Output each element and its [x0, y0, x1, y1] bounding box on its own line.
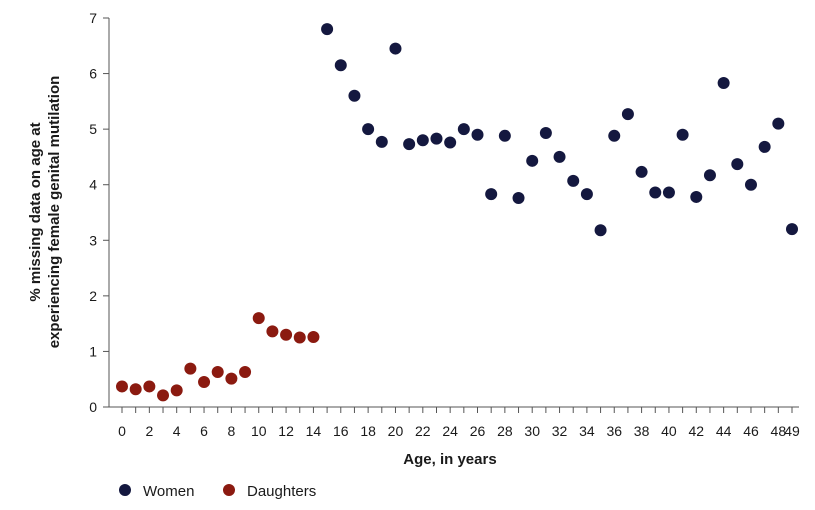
- women-point: [621, 108, 634, 121]
- women-point: [348, 89, 361, 102]
- women-point: [608, 129, 621, 142]
- women-point: [635, 165, 648, 178]
- x-tick-label: 46: [743, 423, 759, 439]
- women-point: [539, 127, 552, 140]
- daughters-point: [266, 325, 279, 338]
- daughters-point: [239, 365, 252, 378]
- y-axis-title: % missing data on age at experiencing fe…: [27, 76, 63, 349]
- women-point: [717, 77, 730, 90]
- daughters-point: [307, 330, 320, 343]
- y-axis-title-line-1: % missing data on age at: [27, 122, 44, 301]
- daughters-point: [170, 384, 183, 397]
- women-point: [375, 135, 388, 148]
- x-tick-label: 42: [688, 423, 704, 439]
- y-tick-label: 6: [89, 66, 97, 82]
- legend: Women Daughters: [119, 483, 316, 500]
- women-point: [526, 154, 539, 167]
- x-tick-label: 34: [579, 423, 595, 439]
- daughters-point: [198, 375, 211, 388]
- women-point: [580, 188, 593, 201]
- women-point: [594, 224, 607, 237]
- x-tick-label: 44: [716, 423, 732, 439]
- x-axis-ticks: 0 2 4 6 8 10 12 14 16 18 20 22 24 26 28 30 32 34 36 38 40 42 4…: [118, 407, 800, 439]
- daughters-point: [143, 380, 156, 393]
- women-point: [662, 186, 675, 199]
- y-tick-label: 2: [89, 288, 97, 304]
- x-tick-label: 26: [470, 423, 486, 439]
- y-tick-label: 5: [89, 121, 97, 137]
- x-tick-label: 22: [415, 423, 431, 439]
- daughters-point: [211, 365, 224, 378]
- x-tick-label: 48: [771, 423, 787, 439]
- x-tick-label: 40: [661, 423, 677, 439]
- x-tick-label: 0: [118, 423, 126, 439]
- x-tick-label: 24: [442, 423, 458, 439]
- daughters-point: [129, 383, 142, 396]
- x-tick-label: 16: [333, 423, 349, 439]
- legend-label-women: Women: [143, 483, 194, 500]
- women-point: [389, 42, 402, 55]
- women-point: [430, 132, 443, 145]
- legend-label-daughters: Daughters: [247, 483, 316, 500]
- women-point: [567, 174, 580, 187]
- x-tick-label: 36: [606, 423, 622, 439]
- legend-marker-daughters: [223, 484, 235, 496]
- x-tick-label: 30: [524, 423, 540, 439]
- x-tick-label: 10: [251, 423, 267, 439]
- daughters-point: [280, 328, 293, 341]
- data-points: [116, 23, 798, 402]
- y-tick-label: 4: [89, 177, 97, 193]
- x-tick-label: 14: [306, 423, 322, 439]
- x-tick-label: 28: [497, 423, 513, 439]
- daughters-point: [184, 362, 197, 375]
- women-point: [362, 123, 375, 136]
- women-point: [485, 188, 498, 201]
- women-point: [744, 178, 757, 191]
- women-point: [731, 158, 744, 171]
- women-point: [444, 136, 457, 149]
- legend-marker-women: [119, 484, 131, 496]
- x-tick-label: 2: [145, 423, 153, 439]
- x-tick-label: 20: [388, 423, 404, 439]
- women-point: [321, 23, 334, 36]
- x-tick-label: 18: [360, 423, 376, 439]
- daughters-point: [225, 372, 238, 385]
- women-point: [457, 123, 470, 136]
- women-point: [416, 134, 429, 147]
- x-axis-title: Age, in years: [403, 451, 496, 468]
- women-point: [471, 128, 484, 141]
- women-point: [649, 186, 662, 199]
- women-point: [512, 192, 525, 205]
- women-point: [403, 138, 416, 151]
- women-point: [498, 129, 511, 142]
- y-tick-label: 3: [89, 232, 97, 248]
- daughters-point: [252, 312, 265, 325]
- women-point: [690, 190, 703, 203]
- series-daughters: [116, 312, 320, 402]
- daughters-point: [157, 389, 170, 402]
- women-point: [334, 59, 347, 72]
- daughters-point: [116, 380, 128, 393]
- x-tick-label: 49: [784, 423, 800, 439]
- women-point: [676, 128, 689, 141]
- x-tick-label: 4: [173, 423, 181, 439]
- x-tick-label: 32: [552, 423, 568, 439]
- women-point: [772, 117, 785, 130]
- women-point: [786, 223, 798, 236]
- x-tick-label: 38: [634, 423, 650, 439]
- women-point: [553, 150, 566, 163]
- y-tick-label: 7: [89, 10, 97, 26]
- women-point: [703, 169, 716, 182]
- y-axis-title-line-2: experiencing female genital mutilation: [46, 76, 63, 349]
- daughters-point: [293, 331, 306, 344]
- y-axis-ticks: 0 1 2 3 4 5 6 7: [89, 10, 109, 415]
- series-women: [321, 23, 798, 237]
- x-tick-label: 12: [278, 423, 294, 439]
- women-point: [758, 140, 771, 153]
- x-tick-label: 6: [200, 423, 208, 439]
- x-tick-label: 8: [227, 423, 235, 439]
- y-tick-label: 1: [89, 343, 97, 359]
- y-tick-label: 0: [89, 399, 97, 415]
